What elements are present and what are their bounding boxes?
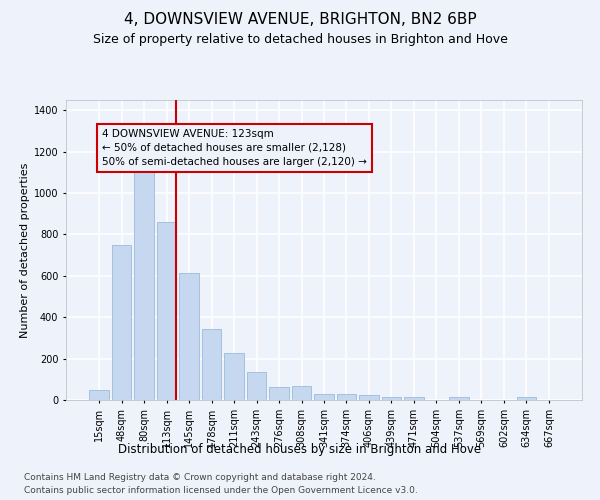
Bar — [89, 390, 109, 400]
Bar — [314, 394, 334, 400]
Bar — [157, 222, 176, 400]
Bar — [337, 394, 356, 400]
Bar — [247, 372, 266, 400]
Bar — [517, 398, 536, 400]
Bar — [224, 354, 244, 400]
Text: Size of property relative to detached houses in Brighton and Hove: Size of property relative to detached ho… — [92, 32, 508, 46]
Bar — [134, 172, 154, 400]
Bar — [269, 386, 289, 400]
Bar — [382, 397, 401, 400]
Bar — [202, 328, 221, 400]
Bar — [179, 273, 199, 400]
Bar — [359, 396, 379, 400]
Text: 4 DOWNSVIEW AVENUE: 123sqm
← 50% of detached houses are smaller (2,128)
50% of s: 4 DOWNSVIEW AVENUE: 123sqm ← 50% of deta… — [103, 129, 367, 167]
Text: Distribution of detached houses by size in Brighton and Hove: Distribution of detached houses by size … — [118, 442, 482, 456]
Bar — [449, 398, 469, 400]
Text: Contains HM Land Registry data © Crown copyright and database right 2024.: Contains HM Land Registry data © Crown c… — [24, 472, 376, 482]
Text: Contains public sector information licensed under the Open Government Licence v3: Contains public sector information licen… — [24, 486, 418, 495]
Bar — [112, 245, 131, 400]
Text: 4, DOWNSVIEW AVENUE, BRIGHTON, BN2 6BP: 4, DOWNSVIEW AVENUE, BRIGHTON, BN2 6BP — [124, 12, 476, 28]
Y-axis label: Number of detached properties: Number of detached properties — [20, 162, 29, 338]
Bar — [292, 386, 311, 400]
Bar — [404, 397, 424, 400]
